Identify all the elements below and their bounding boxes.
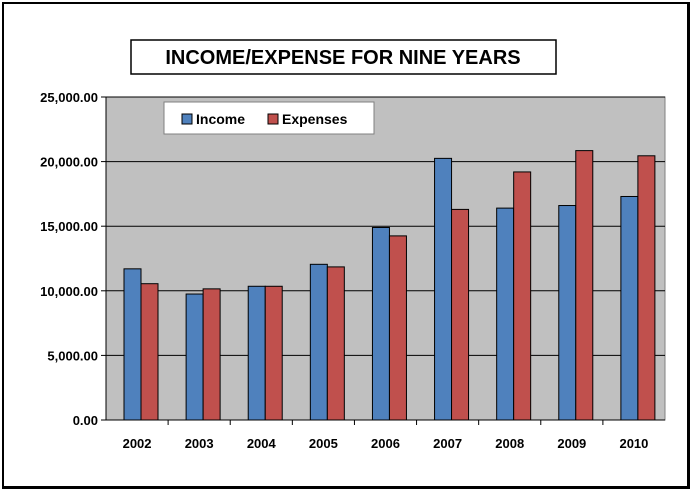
bar-expenses-2010 — [637, 155, 656, 421]
chart-title-box — [130, 39, 557, 75]
legend-swatch-expenses — [267, 113, 279, 125]
bar-income-2010 — [620, 195, 639, 421]
bar-income-2008 — [496, 207, 515, 421]
x-tick-label: 2005 — [309, 436, 338, 451]
y-tick-label: 15,000.00 — [40, 219, 98, 234]
bar-expenses-2004 — [264, 285, 283, 421]
bar-income-2007 — [434, 157, 453, 421]
bar-expenses-2007 — [451, 208, 470, 421]
x-tick-label: 2006 — [371, 436, 400, 451]
y-tick-label: 0.00 — [73, 413, 98, 428]
bar-income-2004 — [247, 285, 266, 421]
bar-income-2009 — [558, 205, 577, 421]
x-tick-label: 2004 — [247, 436, 277, 451]
x-tick-label: 2010 — [619, 436, 648, 451]
bar-income-2005 — [309, 263, 328, 421]
income-expense-chart: 0.00 5,000.00 10,000.00 15,000.00 20,000.00 2… — [40, 39, 666, 451]
y-tick-label: 10,000.00 — [40, 284, 98, 299]
x-tick-label: 2003 — [185, 436, 214, 451]
legend-label-expenses: Expenses — [282, 111, 348, 127]
x-tick-label: 2002 — [123, 436, 152, 451]
legend-swatch-income — [181, 113, 193, 125]
bar-expenses-2005 — [326, 266, 345, 421]
bar-expenses-2009 — [575, 150, 594, 421]
bar-expenses-2008 — [513, 171, 532, 421]
x-tick-label: 2007 — [433, 436, 462, 451]
bar-income-2003 — [185, 293, 204, 421]
bar-expenses-2006 — [388, 235, 407, 421]
legend-label-income: Income — [196, 111, 245, 127]
y-tick-label: 20,000.00 — [40, 155, 98, 170]
chart-title: INCOME/EXPENSE FOR NINE YEARS — [165, 47, 520, 69]
y-tick-label: 5,000.00 — [47, 348, 98, 363]
y-tick-label: 25,000.00 — [40, 90, 98, 105]
x-tick-label: 2009 — [557, 436, 586, 451]
bar-income-2006 — [371, 226, 390, 421]
bar-expenses-2002 — [140, 283, 159, 421]
bar-income-2002 — [123, 268, 142, 421]
x-tick-label: 2008 — [495, 436, 524, 451]
bar-expenses-2003 — [202, 288, 221, 421]
